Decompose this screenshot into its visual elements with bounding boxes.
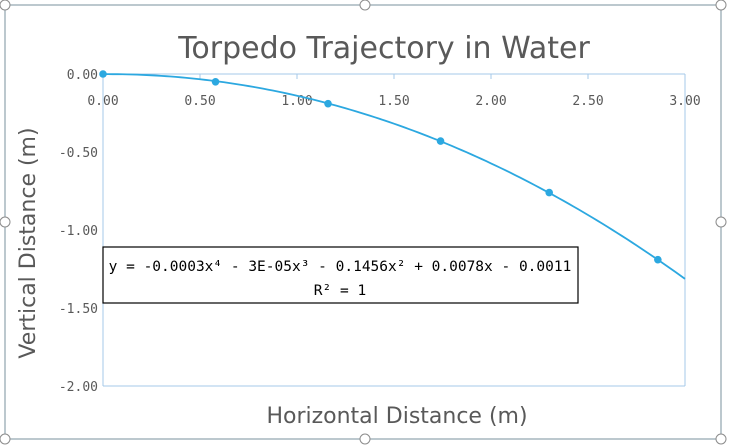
x-tick-label: 0.00: [87, 94, 118, 109]
chart-title: Torpedo Trajectory in Water: [177, 31, 590, 66]
resize-handle-top-left[interactable]: [0, 0, 11, 11]
x-tick-label: 2.00: [475, 94, 506, 109]
resize-handle-right[interactable]: [715, 216, 727, 228]
y-tick-label: -0.50: [59, 146, 98, 161]
x-tick-label: 2.50: [572, 94, 603, 109]
y-tick-label: -1.00: [59, 224, 98, 239]
x-axis-title: Horizontal Distance (m): [266, 404, 527, 429]
x-tick-label: 1.50: [378, 94, 409, 109]
data-point: [211, 78, 220, 86]
trendline-equation-box: [102, 246, 579, 304]
plot-area: 0.00 0.50 1.00 1.50 2.00 2.50 3.000.00-0.50-1.…: [59, 68, 701, 395]
trendline-r-squared: R² = 1: [314, 283, 366, 299]
chart-border: [4, 4, 722, 440]
y-tick-label: -1.50: [59, 302, 98, 317]
y-axis-title: Vertical Distance (m): [16, 127, 41, 358]
trendline-equation: y = -0.0003x⁴ - 3E-05x³ - 0.1456x² + 0.0…: [109, 259, 572, 275]
data-point: [324, 99, 332, 108]
resize-handle-left[interactable]: [0, 216, 11, 228]
data-point: [654, 255, 662, 264]
resize-handle-bottom[interactable]: [359, 433, 371, 445]
resize-handle-top-right[interactable]: [715, 0, 727, 11]
resize-handle-bottom-right[interactable]: [715, 433, 727, 445]
data-point: [436, 137, 445, 145]
data-point: [545, 188, 553, 197]
x-tick-label: 0.50: [184, 94, 215, 109]
trendline-polynomial: [102, 73, 686, 280]
resize-handle-bottom-left[interactable]: [0, 433, 11, 445]
data-point: [99, 70, 107, 78]
resize-handle-top[interactable]: [359, 0, 371, 11]
y-tick-label: 0.00: [67, 68, 98, 83]
x-tick-label: 3.00: [669, 94, 700, 109]
y-tick-label: -2.00: [59, 380, 98, 395]
